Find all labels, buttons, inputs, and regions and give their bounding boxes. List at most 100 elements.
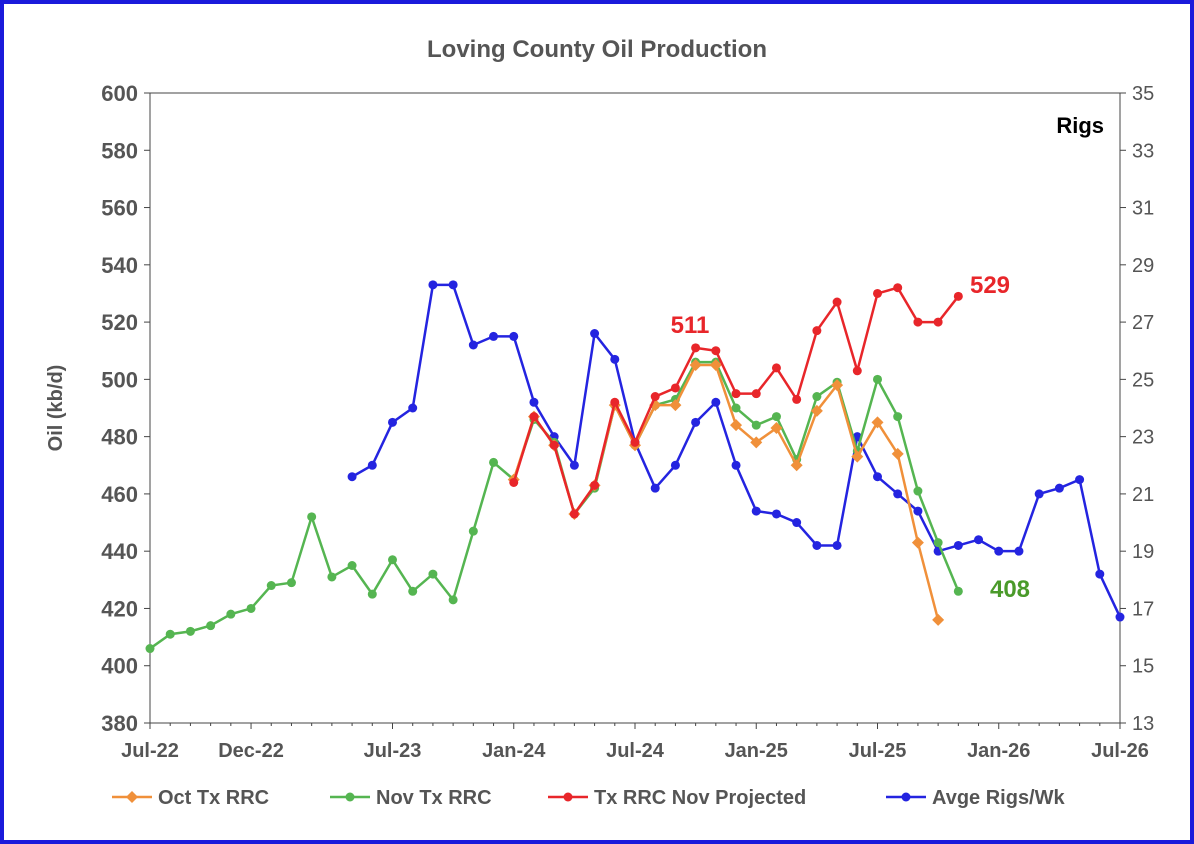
legend-marker [901, 792, 911, 802]
data-point [468, 340, 478, 350]
x-tick-label: Jul-26 [1091, 740, 1149, 762]
data-point [994, 546, 1004, 556]
y-tick-label: 500 [101, 367, 138, 392]
y2-tick-label: 31 [1132, 198, 1154, 220]
data-point [1014, 546, 1024, 556]
data-point [851, 450, 864, 463]
x-tick-label: Jan-24 [482, 740, 546, 762]
y2-axis-label: Rigs [1056, 113, 1104, 138]
data-point [873, 288, 882, 298]
data-point [691, 417, 701, 427]
data-point [388, 417, 397, 427]
data-point [689, 359, 702, 372]
data-point [569, 460, 579, 470]
legend-label: Avge Rigs/Wk [932, 787, 1065, 809]
data-point [529, 412, 539, 422]
series-line-tx-rrc-nov-projected [512, 286, 960, 517]
y2-tick-label: 25 [1132, 369, 1154, 391]
data-point [670, 460, 680, 470]
legend-marker [345, 792, 355, 802]
annotation-label: 408 [990, 576, 1030, 603]
y-axis-label: Oil (kb/d) [45, 365, 67, 452]
data-point [953, 540, 963, 550]
y-tick-label: 420 [101, 596, 138, 621]
data-point [711, 397, 721, 407]
data-point [871, 416, 884, 429]
legend-marker [126, 791, 138, 803]
data-point [873, 374, 882, 384]
data-point [812, 392, 822, 402]
data-point [670, 383, 680, 393]
y2-tick-label: 19 [1132, 541, 1154, 563]
data-point [953, 586, 963, 596]
x-tick-label: Jul-25 [849, 740, 907, 762]
data-point [790, 459, 803, 472]
data-point [428, 569, 438, 579]
y-tick-label: 580 [101, 138, 138, 163]
y-tick-label: 480 [101, 425, 138, 450]
data-point [226, 609, 236, 619]
y-tick-label: 460 [101, 482, 138, 507]
data-point [590, 480, 600, 490]
x-tick-label: Jul-23 [364, 740, 422, 762]
data-point [185, 626, 195, 636]
data-point [347, 472, 357, 482]
plot-area [149, 92, 1121, 724]
data-point [913, 317, 923, 327]
data-point [913, 486, 923, 496]
data-point [873, 472, 882, 482]
data-point [832, 297, 842, 307]
data-point [1054, 483, 1064, 493]
legend-marker [563, 792, 573, 802]
data-point [953, 291, 963, 301]
data-point [1075, 475, 1085, 485]
series-line-avge-rigs-wk [351, 283, 1122, 618]
data-point [913, 506, 923, 516]
data-point [933, 317, 943, 327]
data-point [1115, 612, 1125, 622]
data-point [911, 536, 924, 549]
x-tick-label: Jan-26 [967, 740, 1030, 762]
data-point [751, 420, 761, 430]
data-point [792, 518, 802, 528]
data-point [388, 555, 397, 565]
y2-tick-label: 17 [1132, 598, 1154, 620]
y2-tick-label: 29 [1132, 255, 1154, 277]
x-tick-label: Jul-22 [121, 740, 179, 762]
data-point [448, 595, 458, 605]
legend-label: Tx RRC Nov Projected [594, 787, 806, 809]
x-tick-label: Jan-25 [725, 740, 788, 762]
data-point [650, 483, 660, 493]
y-tick-label: 540 [101, 253, 138, 278]
data-point [307, 512, 317, 522]
data-point [529, 397, 539, 407]
data-point [731, 460, 741, 470]
data-point [428, 280, 438, 290]
data-point [165, 629, 175, 639]
data-point [711, 346, 721, 356]
data-point [932, 613, 945, 626]
data-point [933, 538, 943, 548]
data-point [489, 331, 499, 341]
data-point [610, 397, 620, 407]
data-point [770, 422, 783, 435]
data-point [468, 526, 478, 536]
y2-tick-label: 13 [1132, 713, 1154, 735]
data-point [590, 329, 600, 339]
y2-tick-label: 15 [1132, 656, 1154, 678]
data-point [771, 412, 781, 422]
data-point [286, 578, 296, 588]
data-point [206, 621, 216, 631]
series-line-oct-tx-rrc [512, 363, 940, 621]
y2-tick-label: 35 [1132, 83, 1154, 105]
data-point [448, 280, 458, 290]
data-point [751, 389, 761, 399]
data-point [367, 460, 377, 470]
annotation-label: 529 [970, 272, 1010, 299]
data-point [246, 603, 256, 613]
data-point [810, 404, 823, 417]
y2-tick-label: 23 [1132, 427, 1154, 449]
data-point [893, 489, 903, 499]
